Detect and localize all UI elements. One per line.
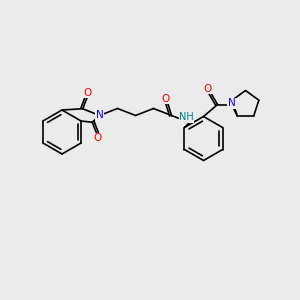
Text: O: O <box>161 94 170 103</box>
Text: O: O <box>203 83 212 94</box>
Text: N: N <box>228 98 236 109</box>
Text: O: O <box>84 88 92 98</box>
Text: NH: NH <box>179 112 194 122</box>
Text: N: N <box>96 110 104 121</box>
Text: O: O <box>93 133 101 143</box>
